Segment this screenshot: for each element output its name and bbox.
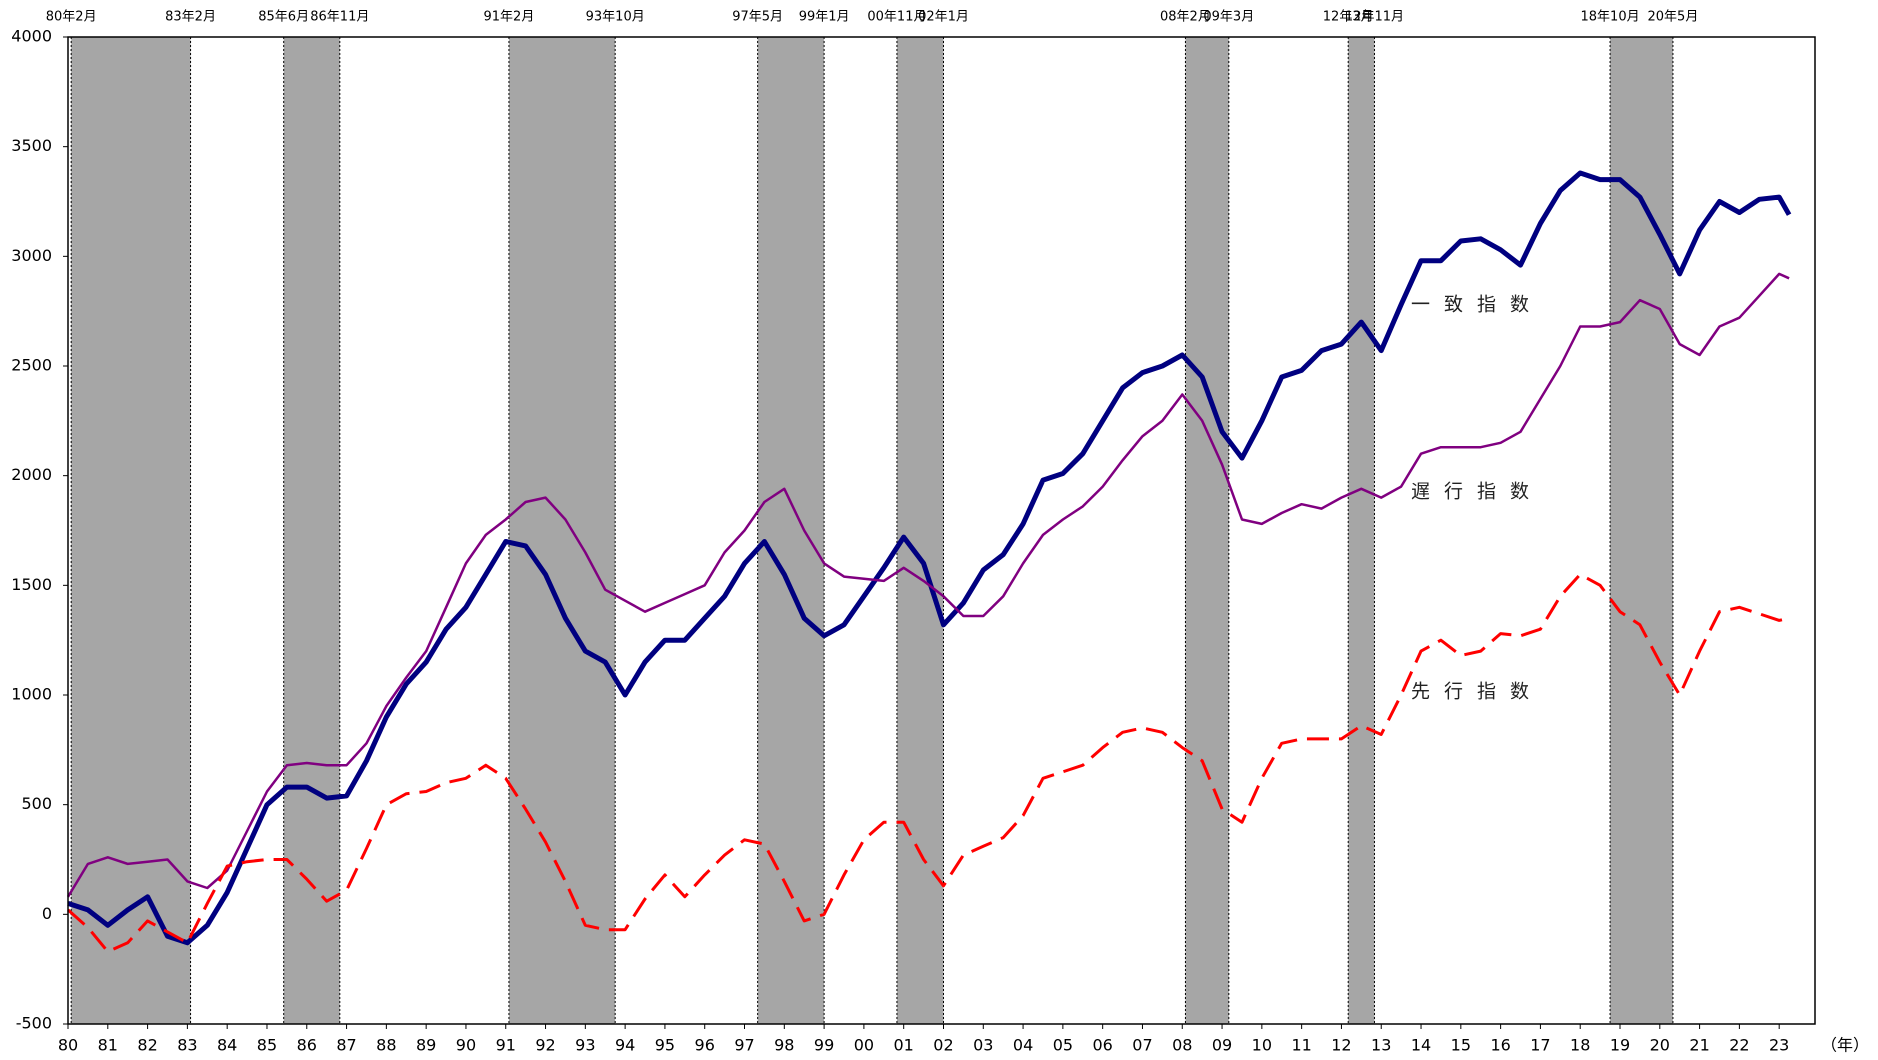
- recession-end-label: 12年11月: [1345, 10, 1404, 25]
- y-tick-label: 2500: [11, 356, 52, 375]
- x-tick-label: 08: [1172, 1036, 1192, 1055]
- recession-start-label: 18年10月: [1581, 10, 1640, 25]
- recession-start-label: 97年5月: [732, 10, 783, 25]
- x-tick-label: 83: [177, 1036, 197, 1055]
- x-tick-label: 23: [1769, 1036, 1789, 1055]
- series-label: 一致指数: [1411, 294, 1543, 316]
- series-line: [66, 272, 1790, 898]
- recession-start-label: 00年11月: [867, 10, 926, 25]
- x-tick-label: 14: [1411, 1036, 1431, 1055]
- recession-end-label: 02年1月: [918, 10, 969, 25]
- series-line: [67, 572, 1790, 954]
- x-tick-label: 88: [376, 1036, 396, 1055]
- x-tick-label: 87: [336, 1036, 356, 1055]
- y-tick-label: 4000: [11, 27, 52, 46]
- x-tick-label: 05: [1053, 1036, 1073, 1055]
- recession-band: [508, 37, 616, 1024]
- y-tick-label: 1000: [11, 685, 52, 704]
- y-tick-label: 2000: [11, 465, 52, 484]
- recession-start-label: 85年6月: [258, 10, 309, 25]
- y-tick-label: 1500: [11, 575, 52, 594]
- x-tick-label: 00: [854, 1036, 874, 1055]
- x-tick-label: 94: [615, 1036, 635, 1055]
- recession-end-label: 83年2月: [165, 10, 216, 25]
- recession-start-label: 08年2月: [1160, 10, 1211, 25]
- x-tick-label: 22: [1729, 1036, 1749, 1055]
- recession-band: [1348, 37, 1375, 1024]
- x-tick-label: 16: [1490, 1036, 1510, 1055]
- x-tick-label: 02: [933, 1036, 953, 1055]
- recession-end-label: 99年1月: [799, 10, 850, 25]
- x-tick-label: 81: [98, 1036, 118, 1055]
- x-tick-label: 89: [416, 1036, 436, 1055]
- recession-band: [283, 37, 340, 1024]
- x-tick-label: 96: [695, 1036, 715, 1055]
- y-tick-label: -500: [16, 1014, 52, 1033]
- x-tick-label: 04: [1013, 1036, 1033, 1055]
- x-tick-label: 17: [1530, 1036, 1550, 1055]
- x-tick-label: 19: [1610, 1036, 1630, 1055]
- recession-band: [1185, 37, 1229, 1024]
- x-tick-label: 01: [894, 1036, 914, 1055]
- recession-end-label: 20年5月: [1648, 10, 1699, 25]
- x-tick-label: 13: [1371, 1036, 1391, 1055]
- x-tick-label: 18: [1570, 1036, 1590, 1055]
- x-tick-label: 85: [257, 1036, 277, 1055]
- series-label: 先行指数: [1411, 681, 1543, 703]
- recession-end-label: 09年3月: [1203, 10, 1254, 25]
- x-tick-label: 03: [973, 1036, 993, 1055]
- x-tick-label: 21: [1689, 1036, 1709, 1055]
- x-unit: （年）: [1821, 1036, 1869, 1055]
- recession-start-label: 80年2月: [46, 10, 97, 25]
- recession-end-label: 86年11月: [310, 10, 369, 25]
- x-tick-label: 90: [456, 1036, 476, 1055]
- plot-frame: [67, 36, 1816, 1025]
- x-tick-label: 06: [1092, 1036, 1112, 1055]
- recession-band: [71, 37, 191, 1024]
- y-tick-label: 3000: [11, 246, 52, 265]
- x-tick-label: 12: [1331, 1036, 1351, 1055]
- recession-band: [757, 37, 825, 1024]
- recession-end-label: 93年10月: [586, 10, 645, 25]
- recession-band: [896, 37, 944, 1024]
- y-tick-label: 0: [42, 904, 52, 923]
- x-tick-label: 95: [655, 1036, 675, 1055]
- x-tick-label: 91: [496, 1036, 516, 1055]
- x-tick-label: 97: [734, 1036, 754, 1055]
- x-tick-label: 84: [217, 1036, 237, 1055]
- series-line: [67, 170, 1792, 946]
- y-tick-label: 3500: [11, 136, 52, 155]
- recession-start-label: 12年3月: [1323, 10, 1374, 25]
- x-tick-label: 99: [814, 1036, 834, 1055]
- x-tick-label: 20: [1650, 1036, 1670, 1055]
- x-tick-label: 86: [297, 1036, 317, 1055]
- x-tick-label: 93: [575, 1036, 595, 1055]
- y-tick-label: 500: [21, 794, 52, 813]
- recession-band: [1610, 37, 1673, 1024]
- x-tick-label: 10: [1252, 1036, 1272, 1055]
- x-tick-label: 07: [1132, 1036, 1152, 1055]
- x-tick-label: 80: [58, 1036, 78, 1055]
- x-tick-label: 15: [1451, 1036, 1471, 1055]
- x-tick-label: 98: [774, 1036, 794, 1055]
- recession-start-label: 91年2月: [484, 10, 535, 25]
- series-label: 遅行指数: [1411, 481, 1543, 503]
- x-tick-label: 92: [535, 1036, 555, 1055]
- x-tick-label: 09: [1212, 1036, 1232, 1055]
- x-tick-label: 11: [1291, 1036, 1311, 1055]
- x-tick-label: 82: [137, 1036, 157, 1055]
